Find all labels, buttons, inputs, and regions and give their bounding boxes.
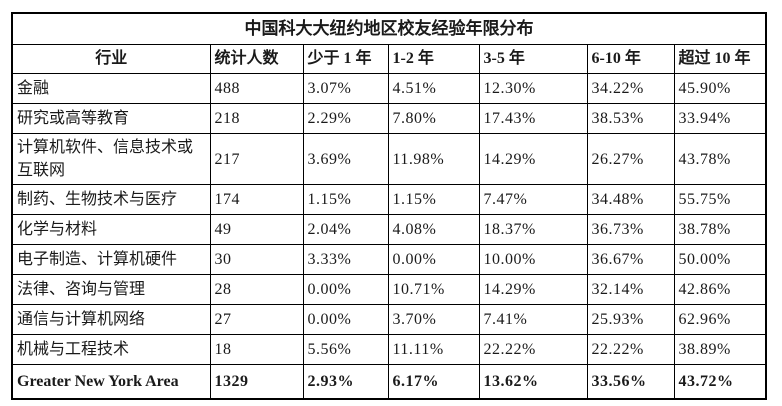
count-cell: 30 (209, 244, 304, 276)
col-header-1-2yr: 1-2 年 (387, 44, 480, 74)
industry-cell: 制药、生物技术与医疗 (11, 184, 211, 216)
experience-distribution-table: 中国科大大纽约地区校友经验年限分布 行业 统计人数 少于 1 年 1-2 年 3… (11, 12, 768, 401)
percent-cell: 18.37% (478, 214, 588, 246)
table-row: 研究或高等教育 218 2.29% 7.80% 17.43% 38.53% 33.94% (11, 103, 767, 134)
count-cell: 28 (209, 274, 304, 306)
count-cell: 488 (209, 73, 304, 104)
percent-cell: 33.56% (586, 364, 675, 400)
total-row: Greater New York Area 1329 2.93% 6.17% 13.62… (11, 364, 767, 400)
table-title-row: 中国科大大纽约地区校友经验年限分布 (11, 12, 767, 45)
percent-cell: 36.73% (586, 214, 675, 246)
percent-cell: 7.41% (478, 304, 588, 336)
table-header-row: 行业 统计人数 少于 1 年 1-2 年 3-5 年 6-10 年 超过 10 … (11, 44, 767, 74)
table-row: 通信与计算机网络 27 0.00% 3.70% 7.41% 25.93% 62.96% (11, 304, 767, 336)
percent-cell: 10.00% (478, 244, 588, 276)
percent-cell: 17.43% (478, 103, 588, 134)
percent-cell: 38.78% (673, 214, 767, 246)
industry-cell: 计算机软件、信息技术或互联网 (11, 132, 211, 186)
percent-cell: 25.93% (586, 304, 675, 336)
col-header-industry: 行业 (11, 44, 211, 74)
percent-cell: 22.22% (478, 334, 588, 366)
industry-cell: 机械与工程技术 (11, 334, 211, 366)
percent-cell: 6.17% (387, 364, 480, 400)
percent-cell: 62.96% (673, 304, 767, 336)
table-row: 电子制造、计算机硬件 30 3.33% 0.00% 10.00% 36.67% 50.00% (11, 244, 767, 276)
count-cell: 1329 (209, 364, 304, 400)
percent-cell: 5.56% (302, 334, 389, 366)
table-row: 制药、生物技术与医疗 174 1.15% 1.15% 7.47% 34.48% 55.75% (11, 184, 767, 216)
percent-cell: 4.51% (387, 73, 480, 104)
percent-cell: 14.29% (478, 132, 588, 186)
count-cell: 49 (209, 214, 304, 246)
percent-cell: 1.15% (302, 184, 389, 216)
industry-cell: 电子制造、计算机硬件 (11, 244, 211, 276)
industry-cell: 法律、咨询与管理 (11, 274, 211, 306)
percent-cell: 4.08% (387, 214, 480, 246)
table-row: 法律、咨询与管理 28 0.00% 10.71% 14.29% 32.14% 42.86% (11, 274, 767, 306)
count-cell: 174 (209, 184, 304, 216)
percent-cell: 3.07% (302, 73, 389, 104)
percent-cell: 22.22% (586, 334, 675, 366)
table-row: 金融 488 3.07% 4.51% 12.30% 34.22% 45.90% (11, 73, 767, 104)
percent-cell: 33.94% (673, 103, 767, 134)
percent-cell: 0.00% (302, 274, 389, 306)
percent-cell: 34.22% (586, 73, 675, 104)
col-header-gt10yr: 超过 10 年 (673, 44, 767, 74)
percent-cell: 10.71% (387, 274, 480, 306)
percent-cell: 11.11% (387, 334, 480, 366)
percent-cell: 7.47% (478, 184, 588, 216)
table-title: 中国科大大纽约地区校友经验年限分布 (11, 12, 767, 45)
percent-cell: 43.72% (673, 364, 767, 400)
percent-cell: 11.98% (387, 132, 480, 186)
percent-cell: 45.90% (673, 73, 767, 104)
percent-cell: 38.89% (673, 334, 767, 366)
percent-cell: 50.00% (673, 244, 767, 276)
percent-cell: 7.80% (387, 103, 480, 134)
count-cell: 217 (209, 132, 304, 186)
table-row: 计算机软件、信息技术或互联网 217 3.69% 11.98% 14.29% 26.27%… (11, 132, 767, 186)
industry-cell: Greater New York Area (11, 364, 211, 400)
percent-cell: 42.86% (673, 274, 767, 306)
percent-cell: 1.15% (387, 184, 480, 216)
count-cell: 218 (209, 103, 304, 134)
percent-cell: 3.70% (387, 304, 480, 336)
col-header-3-5yr: 3-5 年 (478, 44, 588, 74)
percent-cell: 13.62% (478, 364, 588, 400)
percent-cell: 3.69% (302, 132, 389, 186)
industry-cell: 金融 (11, 73, 211, 104)
percent-cell: 0.00% (387, 244, 480, 276)
col-header-lt1yr: 少于 1 年 (302, 44, 389, 74)
percent-cell: 55.75% (673, 184, 767, 216)
count-cell: 27 (209, 304, 304, 336)
industry-cell: 化学与材料 (11, 214, 211, 246)
count-cell: 18 (209, 334, 304, 366)
percent-cell: 36.67% (586, 244, 675, 276)
percent-cell: 43.78% (673, 132, 767, 186)
percent-cell: 2.29% (302, 103, 389, 134)
table-body: 金融 488 3.07% 4.51% 12.30% 34.22% 45.90% 研究或高等教育… (11, 73, 767, 400)
industry-cell: 通信与计算机网络 (11, 304, 211, 336)
percent-cell: 3.33% (302, 244, 389, 276)
percent-cell: 12.30% (478, 73, 588, 104)
percent-cell: 34.48% (586, 184, 675, 216)
percent-cell: 38.53% (586, 103, 675, 134)
percent-cell: 2.93% (302, 364, 389, 400)
table-row: 化学与材料 49 2.04% 4.08% 18.37% 36.73% 38.78% (11, 214, 767, 246)
industry-cell: 研究或高等教育 (11, 103, 211, 134)
percent-cell: 32.14% (586, 274, 675, 306)
percent-cell: 14.29% (478, 274, 588, 306)
percent-cell: 2.04% (302, 214, 389, 246)
percent-cell: 26.27% (586, 132, 675, 186)
table-row: 机械与工程技术 18 5.56% 11.11% 22.22% 22.22% 38.89% (11, 334, 767, 366)
col-header-6-10yr: 6-10 年 (586, 44, 675, 74)
percent-cell: 0.00% (302, 304, 389, 336)
col-header-count: 统计人数 (209, 44, 304, 74)
